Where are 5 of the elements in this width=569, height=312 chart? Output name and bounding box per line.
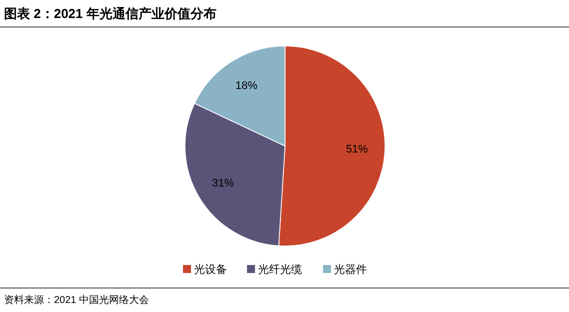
title: 图表 2：2021 年光通信产业价值分布 — [4, 6, 216, 21]
annotation: 资料来源：2021 中国光网络大会 — [4, 295, 150, 306]
legend-label: 光设备 — [194, 263, 227, 276]
legend-label: 光纤光缆 — [258, 263, 302, 276]
legend-label: 光器件 — [334, 263, 367, 276]
